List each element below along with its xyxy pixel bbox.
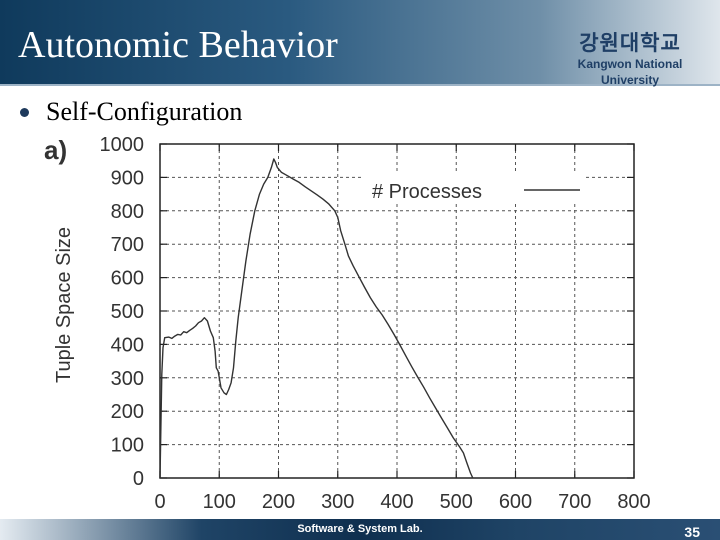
x-tick-label: 0 (154, 491, 165, 513)
bullet-text: Self-Configuration (46, 97, 243, 126)
y-tick-label: 1000 (100, 134, 145, 156)
y-tick-label: 200 (111, 401, 144, 423)
title-bar (0, 0, 720, 84)
x-tick-label: 800 (617, 491, 650, 513)
x-tick-label: 400 (380, 491, 413, 513)
y-tick-label: 700 (111, 234, 144, 256)
x-tick-label: 600 (499, 491, 532, 513)
footer-bar: Software & System Lab. 35 (0, 519, 720, 540)
y-tick-label: 100 (111, 435, 144, 457)
x-tick-label: 500 (440, 491, 473, 513)
legend-label: # Processes (372, 181, 482, 203)
y-tick-label: 900 (111, 167, 144, 189)
y-tick-label: 600 (111, 268, 144, 290)
y-tick-label: 500 (111, 301, 144, 323)
y-tick-label: 300 (111, 368, 144, 390)
y-axis-label: Tuple Space Size (53, 227, 75, 383)
page-number: 35 (684, 524, 700, 540)
x-tick-label: 700 (558, 491, 591, 513)
figure-label: a) (44, 135, 68, 165)
slide-title: Autonomic Behavior (18, 24, 338, 66)
y-tick-label: 800 (111, 201, 144, 223)
university-logo: 강원대학교 Kangwon National University (548, 32, 712, 88)
series-line (159, 158, 474, 479)
footer-lab-name: Software & System Lab. (297, 523, 423, 535)
plot-frame (159, 143, 635, 479)
x-tick-label: 200 (262, 491, 295, 513)
y-tick-label: 400 (111, 334, 144, 356)
bullet-icon (20, 108, 29, 117)
x-tick-label: 300 (321, 491, 354, 513)
logo-english-text: Kangwon National University (577, 57, 683, 87)
logo-korean-text: 강원대학교 (579, 32, 681, 55)
legend-background (364, 174, 586, 204)
x-tick-label: 100 (203, 491, 236, 513)
tuple-space-chart: 0 100 200 300 400 500 600 700 800 0 100 200 300 400 50… (53, 134, 651, 513)
y-tick-label: 0 (133, 468, 144, 490)
title-bar-divider (0, 84, 720, 86)
